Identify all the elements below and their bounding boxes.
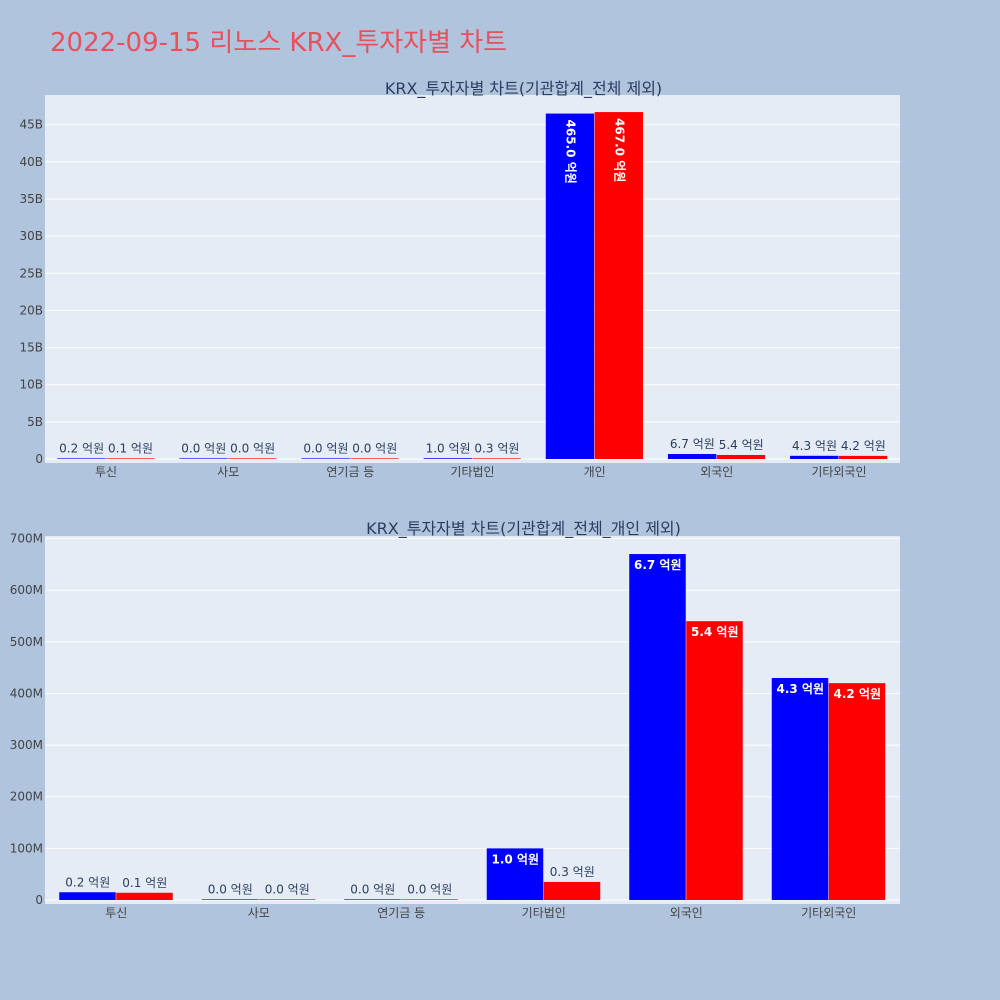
x-tick-label: 기타법인	[522, 906, 566, 920]
data-label: 4.2 억원	[833, 687, 881, 701]
x-tick-label: 개인	[584, 465, 606, 479]
bar	[106, 458, 155, 459]
bar	[667, 454, 717, 459]
data-label: 0.0 억원	[407, 882, 452, 896]
y-tick-label: 700M	[10, 532, 43, 546]
data-label: 4.3 억원	[792, 439, 837, 453]
data-label: 0.1 억원	[122, 876, 167, 890]
y-tick-label: 10B	[19, 378, 43, 392]
data-label: 0.2 억원	[59, 441, 104, 455]
chart-1: 0 5B 10B 15B 20B 25B 30B 35B 40B 45B KRX_투자자별 차트(기…	[19, 79, 900, 479]
x-tick-label: 투신	[105, 906, 127, 920]
x-tick-label: 연기금 등	[326, 465, 374, 479]
bar	[201, 899, 259, 900]
bar	[472, 458, 521, 459]
data-label: 0.0 억원	[208, 882, 253, 896]
data-label: 1.0 억원	[426, 441, 471, 455]
data-label: 6.7 억원	[634, 558, 682, 572]
bar	[57, 458, 106, 459]
data-label: 0.0 억원	[230, 441, 275, 455]
data-label: 4.3 억원	[776, 682, 824, 696]
bar	[838, 455, 888, 459]
x-tick-label: 기타외국인	[811, 465, 866, 479]
bar	[629, 554, 686, 900]
y-tick-label: 35B	[19, 192, 43, 206]
bar	[344, 899, 401, 900]
page-title: 2022-09-15 리노스 KRX_투자자별 차트	[50, 28, 508, 58]
x-tick-label: 기타외국인	[801, 906, 856, 920]
x-tick-label: 사모	[217, 465, 239, 479]
data-label: 0.3 억원	[474, 441, 519, 455]
x-tick-label: 외국인	[700, 465, 733, 479]
bar	[258, 899, 316, 900]
bar	[423, 458, 472, 459]
bar	[59, 892, 116, 900]
x-tick-label: 기타법인	[450, 465, 494, 479]
y-tick-label: 30B	[19, 229, 43, 243]
plot-area	[45, 95, 900, 463]
data-label: 0.2 억원	[65, 875, 110, 889]
bar	[486, 848, 544, 900]
bar	[594, 112, 643, 459]
data-label: 5.4 억원	[691, 625, 739, 639]
bar	[716, 454, 766, 459]
data-label: 0.0 억원	[352, 441, 397, 455]
x-tick-label: 외국인	[670, 906, 703, 920]
data-label: 0.1 억원	[108, 441, 153, 455]
y-tick-label: 15B	[19, 341, 43, 355]
y-tick-label: 20B	[19, 303, 43, 317]
y-tick-label: 5B	[27, 415, 43, 429]
bar	[401, 899, 458, 900]
chart-title: KRX_투자자별 차트(기관합계_전체 제외)	[385, 79, 662, 99]
y-tick-label: 25B	[19, 266, 43, 280]
x-tick-label: 사모	[248, 906, 270, 920]
y-tick-label: 300M	[10, 738, 43, 752]
y-tick-label: 100M	[10, 841, 43, 855]
data-label: 0.0 억원	[350, 882, 395, 896]
x-tick-label: 연기금 등	[377, 906, 425, 920]
y-tick-label: 500M	[10, 635, 43, 649]
y-tick-label: 600M	[10, 583, 43, 597]
chart-title: KRX_투자자별 차트(기관합계_전체_개인 제외)	[366, 519, 681, 539]
x-tick-label: 투신	[95, 465, 117, 479]
data-label: 0.3 억원	[550, 865, 595, 879]
bar	[790, 455, 839, 459]
bar	[116, 892, 173, 900]
bar	[686, 621, 743, 900]
plot-area	[45, 536, 900, 904]
y-tick-label: 200M	[10, 790, 43, 804]
y-tick-label: 45B	[19, 118, 43, 132]
bar	[545, 113, 595, 460]
data-label: 465.0 억원	[564, 120, 578, 184]
data-label: 0.0 억원	[303, 441, 348, 455]
data-label: 1.0 억원	[491, 852, 539, 866]
bar	[179, 458, 228, 459]
bar	[771, 677, 829, 900]
y-tick-label: 40B	[19, 155, 43, 169]
y-tick-label: 0	[35, 452, 43, 466]
data-label: 467.0 억원	[613, 118, 627, 182]
bar	[228, 458, 277, 459]
data-label: 5.4 억원	[719, 438, 764, 452]
data-label: 4.2 억원	[841, 439, 886, 453]
data-label: 0.0 억원	[265, 882, 310, 896]
bar	[543, 881, 601, 900]
y-tick-label: 400M	[10, 686, 43, 700]
bar	[828, 683, 886, 900]
y-tick-label: 0	[35, 893, 43, 907]
data-label: 0.0 억원	[181, 441, 226, 455]
data-label: 6.7 억원	[670, 437, 715, 451]
bar	[301, 458, 350, 459]
bar	[350, 458, 399, 459]
